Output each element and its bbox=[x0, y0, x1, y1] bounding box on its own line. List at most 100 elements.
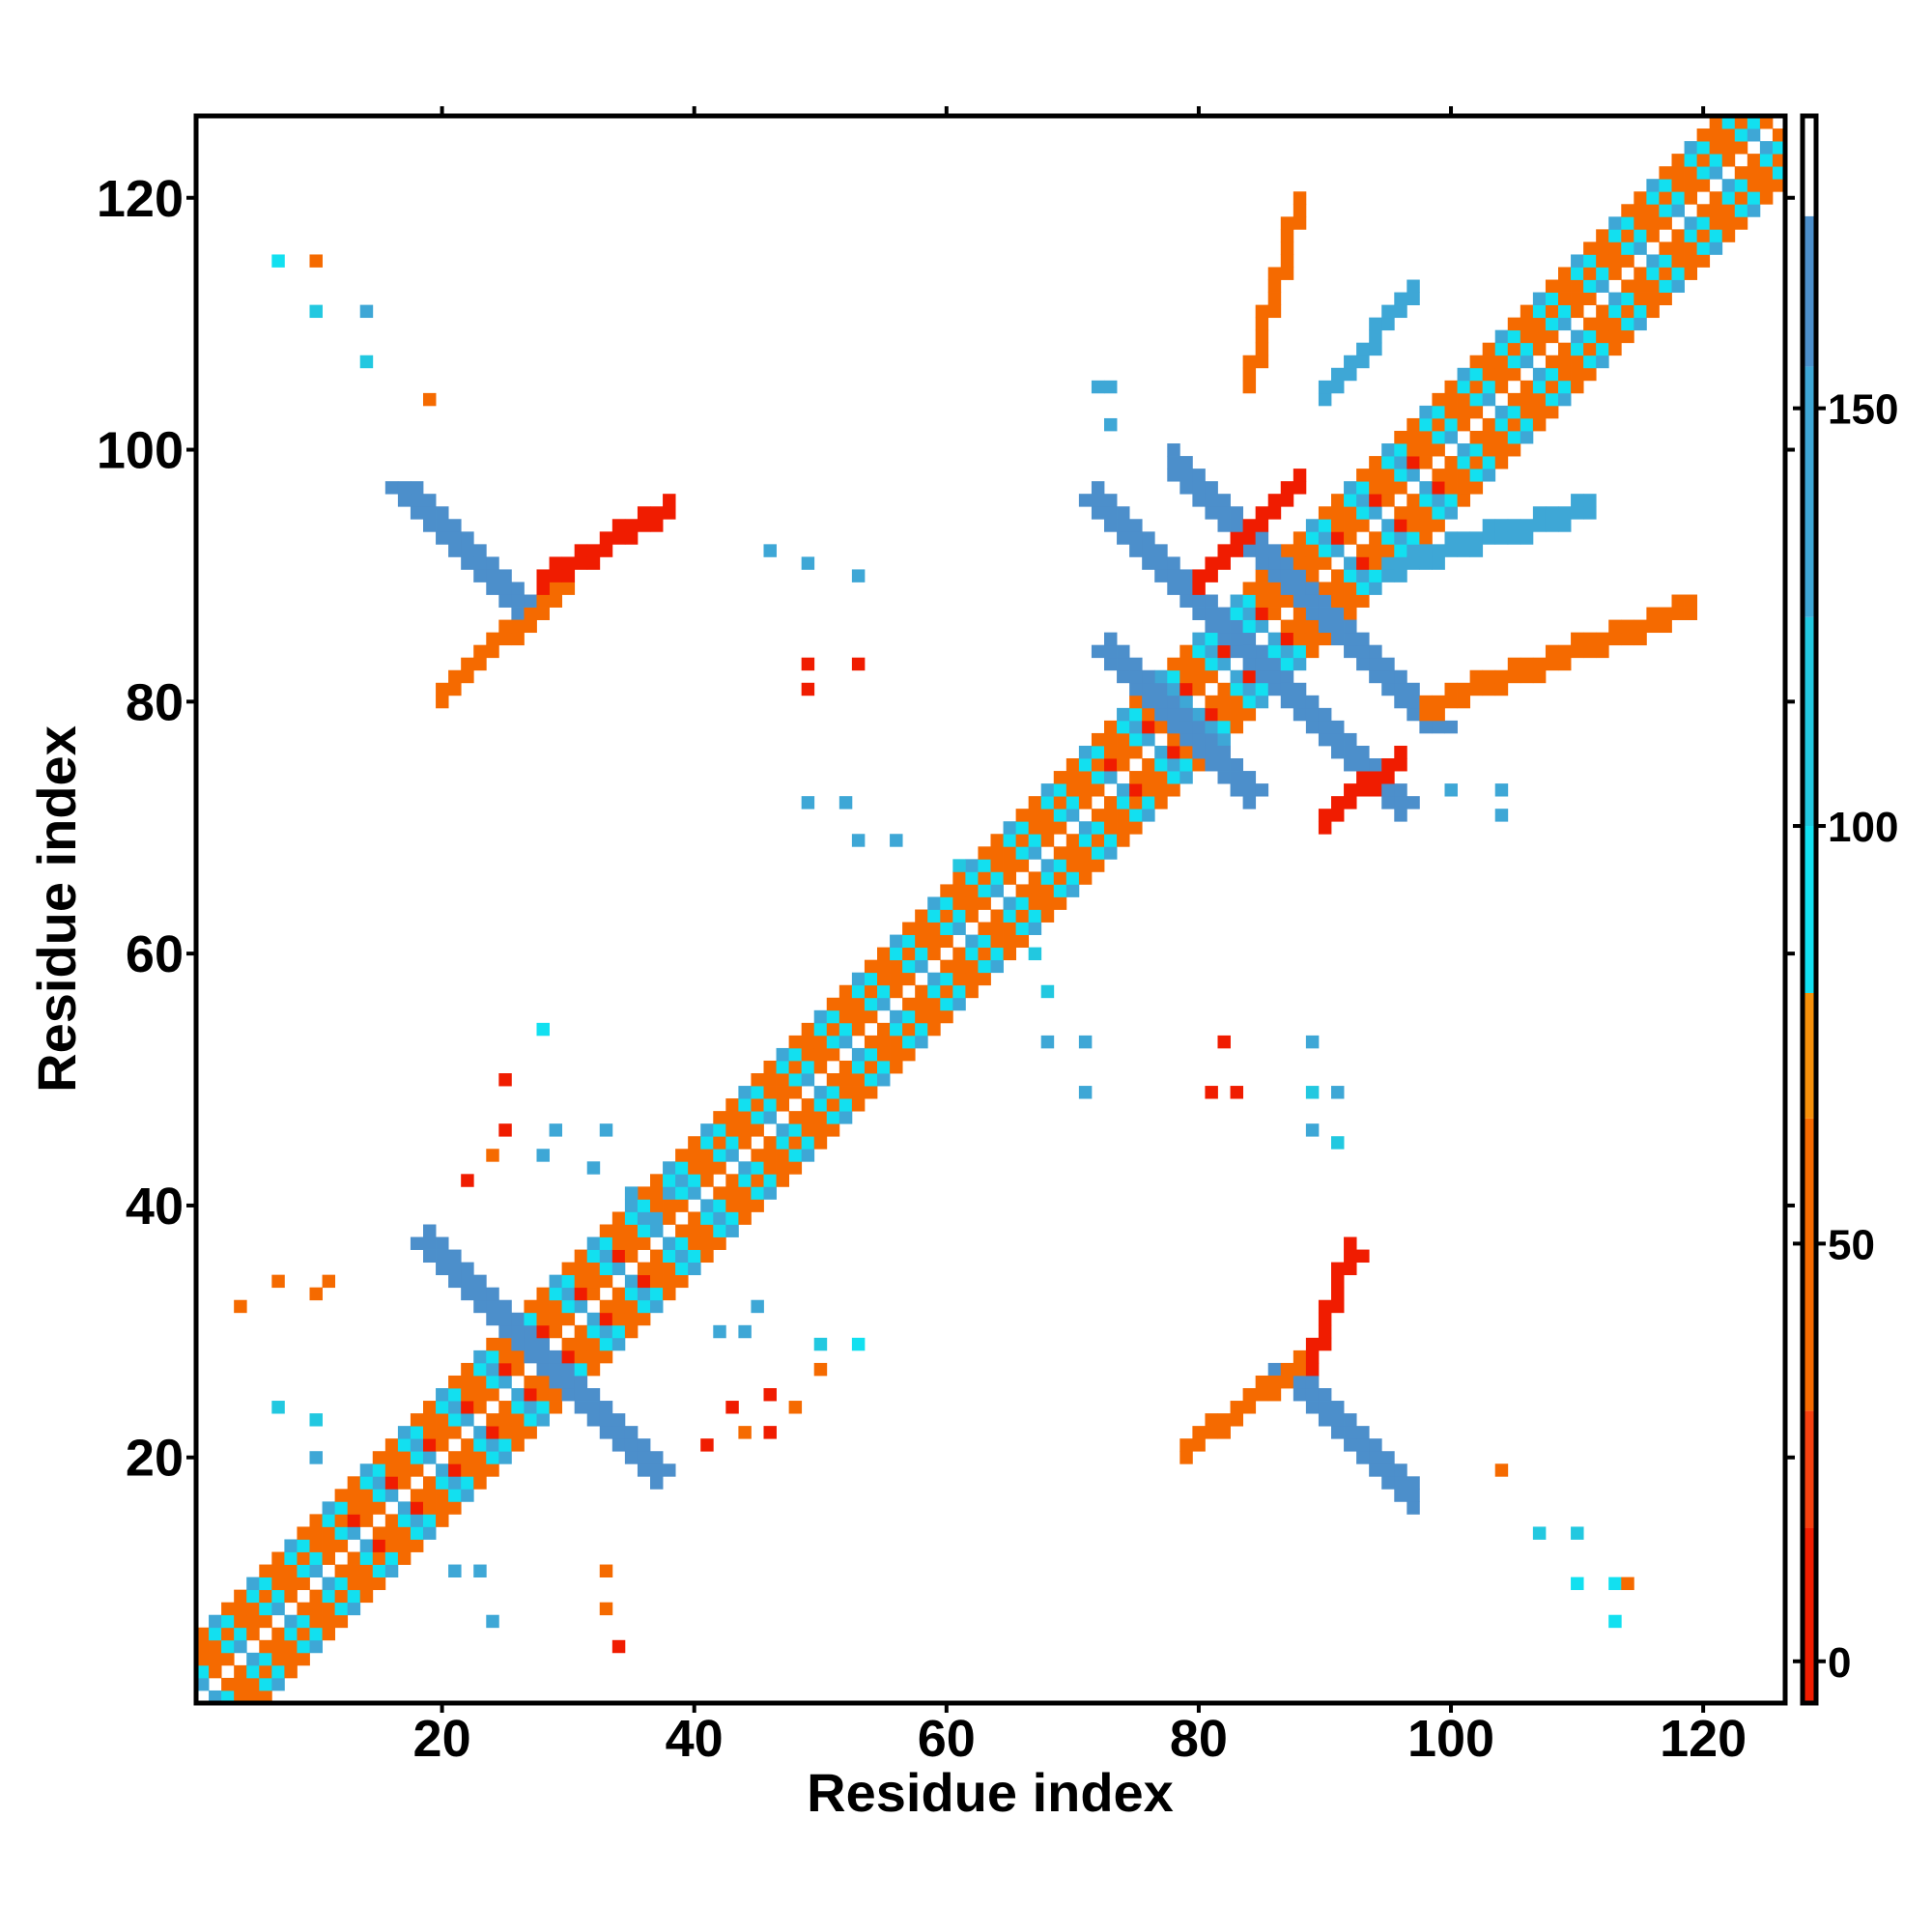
heatmap-cell bbox=[1344, 367, 1357, 382]
heatmap-cell bbox=[246, 1577, 260, 1591]
heatmap-cell bbox=[1280, 254, 1294, 268]
heatmap-cell bbox=[586, 1337, 601, 1351]
heatmap-cell bbox=[1457, 380, 1471, 394]
heatmap-cell bbox=[284, 1551, 298, 1565]
heatmap-cell bbox=[611, 1299, 626, 1314]
heatmap-cell bbox=[1444, 481, 1458, 495]
heatmap-cell bbox=[511, 632, 525, 646]
heatmap-cell bbox=[1747, 191, 1761, 205]
heatmap-cell bbox=[1242, 796, 1257, 810]
heatmap-cell bbox=[486, 1426, 499, 1439]
heatmap-cell bbox=[1192, 644, 1206, 659]
heatmap-cell bbox=[1356, 632, 1370, 646]
heatmap-cell bbox=[952, 884, 966, 897]
heatmap-cell bbox=[1634, 191, 1647, 205]
heatmap-cell bbox=[1444, 494, 1458, 507]
heatmap-cell bbox=[1305, 1086, 1320, 1099]
heatmap-cell bbox=[1356, 1451, 1370, 1464]
heatmap-cell bbox=[1179, 771, 1193, 784]
heatmap-cell bbox=[309, 1551, 323, 1565]
heatmap-cell bbox=[1318, 392, 1332, 407]
heatmap-cell bbox=[663, 1199, 676, 1212]
heatmap-cell bbox=[271, 254, 285, 268]
heatmap-cell bbox=[890, 1009, 903, 1024]
heatmap-cell bbox=[599, 1426, 613, 1439]
heatmap-cell bbox=[599, 1602, 613, 1616]
heatmap-cell bbox=[1091, 494, 1105, 507]
heatmap-cell bbox=[890, 947, 903, 961]
heatmap-cell bbox=[1065, 796, 1080, 810]
heatmap-cell bbox=[1469, 355, 1484, 369]
heatmap-cell bbox=[1280, 619, 1294, 634]
heatmap-cell bbox=[1078, 771, 1093, 784]
heatmap-cell bbox=[1267, 1388, 1282, 1402]
heatmap-cell bbox=[486, 1388, 499, 1402]
heatmap-cell bbox=[611, 519, 626, 532]
heatmap-cell bbox=[536, 1149, 550, 1162]
heatmap-cell bbox=[738, 1086, 752, 1099]
heatmap-cell bbox=[1369, 556, 1382, 570]
heatmap-cell bbox=[1318, 531, 1332, 545]
heatmap-cell bbox=[347, 1551, 361, 1565]
heatmap-cell bbox=[915, 1022, 928, 1037]
heatmap-cell bbox=[1179, 1451, 1193, 1464]
heatmap-cell bbox=[1696, 128, 1711, 142]
heatmap-cell bbox=[561, 569, 576, 582]
heatmap-cell bbox=[1305, 607, 1320, 620]
heatmap-cell bbox=[1255, 506, 1269, 520]
heatmap-cell bbox=[624, 1438, 639, 1452]
heatmap-cell bbox=[1053, 796, 1067, 810]
heatmap-cell bbox=[1482, 430, 1496, 444]
heatmap-cell bbox=[1608, 242, 1622, 255]
heatmap-cell bbox=[1558, 367, 1572, 382]
heatmap-cell bbox=[1230, 783, 1244, 797]
heatmap-cell bbox=[1684, 141, 1698, 155]
heatmap-cell bbox=[776, 1098, 790, 1112]
heatmap-cell bbox=[1721, 116, 1736, 129]
heatmap-cell bbox=[776, 1123, 790, 1137]
heatmap-cell bbox=[461, 1262, 474, 1276]
heatmap-cell bbox=[1507, 317, 1521, 331]
heatmap-cell bbox=[599, 1224, 613, 1237]
heatmap-cell bbox=[1394, 304, 1407, 319]
heatmap-cell bbox=[1432, 481, 1445, 495]
heatmap-cell bbox=[1646, 204, 1660, 217]
heatmap-cell bbox=[688, 1161, 701, 1175]
heatmap-cell bbox=[637, 1312, 651, 1326]
heatmap-cell bbox=[713, 1136, 726, 1150]
heatmap-cell bbox=[1571, 329, 1584, 344]
heatmap-cell bbox=[561, 1350, 576, 1364]
heatmap-cell bbox=[952, 896, 966, 910]
heatmap-cell bbox=[1734, 141, 1748, 155]
heatmap-cell bbox=[952, 909, 966, 923]
heatmap-cell bbox=[1545, 355, 1559, 369]
heatmap-cell bbox=[1255, 695, 1269, 709]
heatmap-cell bbox=[549, 556, 563, 570]
heatmap-cell bbox=[1457, 695, 1471, 709]
heatmap-cell bbox=[1142, 732, 1155, 747]
heatmap-cell bbox=[788, 1073, 803, 1087]
heatmap-cell bbox=[650, 1224, 664, 1237]
heatmap-cell bbox=[1532, 317, 1547, 331]
heatmap-cell bbox=[1217, 707, 1231, 722]
heatmap-cell bbox=[384, 1526, 399, 1540]
heatmap-cell bbox=[448, 682, 462, 696]
heatmap-cell bbox=[1230, 682, 1244, 696]
heatmap-cell bbox=[1646, 179, 1660, 192]
heatmap-cell bbox=[877, 1022, 891, 1037]
heatmap-cell bbox=[611, 1312, 626, 1326]
heatmap-cell bbox=[498, 1299, 512, 1314]
heatmap-cell bbox=[1520, 355, 1534, 369]
heatmap-cell bbox=[1129, 809, 1143, 822]
heatmap-cell bbox=[1053, 809, 1067, 822]
heatmap-cell bbox=[663, 1236, 676, 1250]
heatmap-cell bbox=[1331, 1401, 1345, 1414]
heatmap-cell bbox=[1381, 481, 1395, 495]
heatmap-cell bbox=[586, 544, 601, 557]
heatmap-cell bbox=[1381, 657, 1395, 671]
heatmap-cell bbox=[952, 984, 966, 999]
heatmap-cell bbox=[246, 1664, 260, 1679]
heatmap-cell bbox=[1469, 392, 1484, 407]
heatmap-cell bbox=[196, 1664, 210, 1679]
